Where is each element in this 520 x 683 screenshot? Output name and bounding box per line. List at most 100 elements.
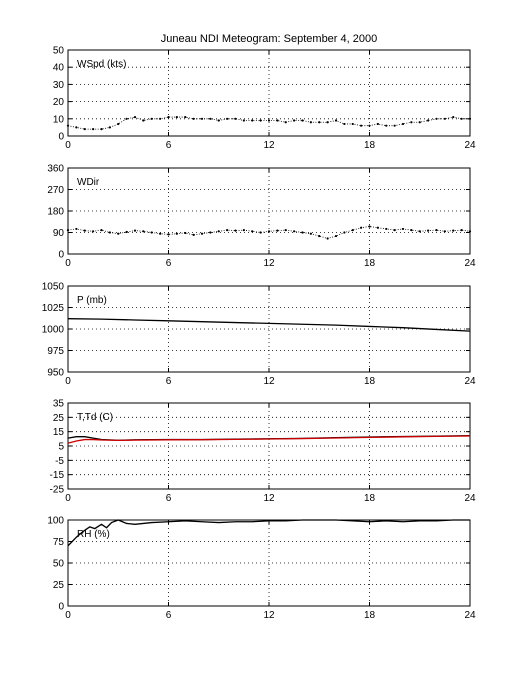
wspd-data-point bbox=[427, 119, 430, 122]
wdir-data-point bbox=[167, 233, 170, 236]
wdir-data-point bbox=[267, 230, 271, 233]
wspd-ytick-label: 0 bbox=[58, 132, 64, 143]
wdir-data-point bbox=[410, 229, 413, 232]
wspd-data-point bbox=[133, 115, 137, 119]
wdir-data-point bbox=[142, 230, 145, 233]
wspd-xtick-label: 0 bbox=[65, 140, 71, 151]
wdir-data-point bbox=[226, 229, 229, 232]
wspd-data-point bbox=[293, 119, 296, 122]
wspd-data-point bbox=[385, 124, 388, 127]
rh-series-line-0 bbox=[67, 519, 470, 547]
wdir-data-point bbox=[92, 230, 95, 233]
temp-dewpoint-ytick-label: 5 bbox=[58, 442, 64, 453]
wspd-data-point bbox=[326, 121, 329, 124]
wspd-data-point bbox=[393, 124, 396, 127]
pressure-xtick-label: 18 bbox=[364, 376, 376, 387]
wdir-data-point bbox=[393, 229, 396, 232]
wspd-data-point bbox=[259, 119, 262, 122]
wspd-data-point bbox=[334, 119, 338, 122]
wdir-data-point bbox=[217, 230, 220, 233]
temp-dewpoint-ytick-label: 25 bbox=[53, 413, 65, 424]
wdir-panel: 0 6 12 18 24 0 90 180 270 360 WDir bbox=[47, 164, 476, 270]
wspd-data-point bbox=[75, 126, 78, 129]
wspd-data-point bbox=[368, 124, 371, 127]
wdir-data-point bbox=[376, 226, 379, 229]
wspd-data-point bbox=[376, 122, 379, 126]
wdir-data-point bbox=[125, 230, 128, 234]
pressure-xtick-label: 24 bbox=[464, 376, 476, 387]
rh-xtick-label: 18 bbox=[364, 610, 376, 621]
wspd-data-point bbox=[92, 128, 95, 131]
wspd-data-point bbox=[167, 115, 170, 119]
wspd-data-point bbox=[343, 122, 346, 126]
figure-title: Juneau NDI Meteogram: September 4, 2000 bbox=[161, 33, 377, 45]
wspd-data-point bbox=[150, 117, 153, 120]
wdir-data-point bbox=[175, 232, 178, 235]
wdir-data-point bbox=[66, 229, 70, 232]
pressure-ytick-label: 975 bbox=[47, 346, 64, 357]
wdir-data-point bbox=[401, 227, 405, 231]
wspd-panel: 0 6 12 18 24 0 10 20 30 40 50 WSpd (kts) bbox=[53, 46, 476, 152]
temp-dewpoint-xtick-label: 18 bbox=[364, 493, 376, 504]
wspd-data-point bbox=[401, 122, 405, 126]
wspd-data-point bbox=[217, 119, 220, 122]
pressure-ytick-label: 1050 bbox=[42, 282, 65, 293]
wdir-data-point bbox=[334, 234, 338, 238]
wspd-data-point bbox=[276, 119, 279, 122]
pressure-xtick-label: 0 bbox=[65, 376, 71, 387]
wspd-data-point bbox=[452, 115, 455, 119]
wdir-ytick-label: 270 bbox=[47, 185, 64, 196]
temp-dewpoint-ytick-label: 15 bbox=[53, 427, 65, 438]
wdir-data-point bbox=[100, 229, 103, 232]
wdir-ytick-label: 90 bbox=[53, 228, 65, 239]
wspd-data-point bbox=[117, 122, 120, 126]
pressure-ytick-label: 950 bbox=[47, 368, 64, 379]
wdir-data-point bbox=[251, 230, 254, 233]
wdir-data-point bbox=[301, 231, 304, 234]
wdir-data-point bbox=[75, 227, 78, 231]
rh-label: RH (%) bbox=[77, 529, 110, 540]
wdir-data-point bbox=[108, 231, 111, 234]
wspd-data-point bbox=[267, 119, 271, 122]
wdir-data-point bbox=[360, 226, 363, 229]
wspd-data-point bbox=[301, 119, 304, 122]
wdir-data-point bbox=[209, 231, 212, 234]
wdir-data-point bbox=[117, 232, 120, 235]
wspd-xtick-label: 18 bbox=[364, 140, 376, 151]
rh-ytick-label: 75 bbox=[53, 537, 65, 548]
wspd-xtick-label: 24 bbox=[464, 140, 476, 151]
wspd-data-point bbox=[309, 121, 312, 124]
wdir-label: WDir bbox=[77, 177, 100, 188]
pressure-label: P (mb) bbox=[77, 295, 107, 306]
wdir-data-point bbox=[427, 229, 430, 232]
wdir-data-point bbox=[385, 227, 388, 231]
temp-dewpoint-xtick-label: 24 bbox=[464, 493, 476, 504]
wspd-data-point bbox=[242, 119, 245, 122]
wspd-ytick-label: 50 bbox=[53, 46, 65, 57]
wspd-data-point bbox=[83, 128, 86, 131]
pressure-xtick-label: 12 bbox=[263, 376, 275, 387]
wdir-data-point bbox=[192, 233, 195, 236]
wspd-data-point bbox=[159, 117, 162, 120]
wspd-data-point bbox=[251, 119, 254, 122]
wdir-xtick-label: 6 bbox=[166, 258, 172, 269]
rh-panel: 0 6 12 18 24 0 25 50 75 100 RH (%) bbox=[47, 516, 476, 622]
temp-dewpoint-label: T,Td (C) bbox=[77, 412, 113, 423]
wdir-data-point bbox=[293, 230, 296, 233]
wdir-data-point bbox=[234, 229, 237, 232]
wdir-data-point bbox=[83, 229, 86, 232]
pressure-panel: 0 6 12 18 24 950 975 1000 1025 1050 P (mb) bbox=[42, 282, 476, 388]
wspd-data-point bbox=[108, 126, 111, 129]
wspd-data-point bbox=[468, 117, 472, 120]
wdir-data-point bbox=[443, 230, 446, 233]
wdir-data-point bbox=[326, 237, 329, 240]
temp-dewpoint-ytick-label: -5 bbox=[55, 456, 64, 467]
pressure-xtick-label: 6 bbox=[166, 376, 172, 387]
temp-dewpoint-xtick-label: 12 bbox=[263, 493, 275, 504]
rh-ytick-label: 100 bbox=[47, 516, 64, 527]
wspd-data-point bbox=[209, 117, 212, 120]
temp-dewpoint-ytick-label: 35 bbox=[53, 399, 65, 410]
wspd-data-point bbox=[234, 117, 237, 120]
